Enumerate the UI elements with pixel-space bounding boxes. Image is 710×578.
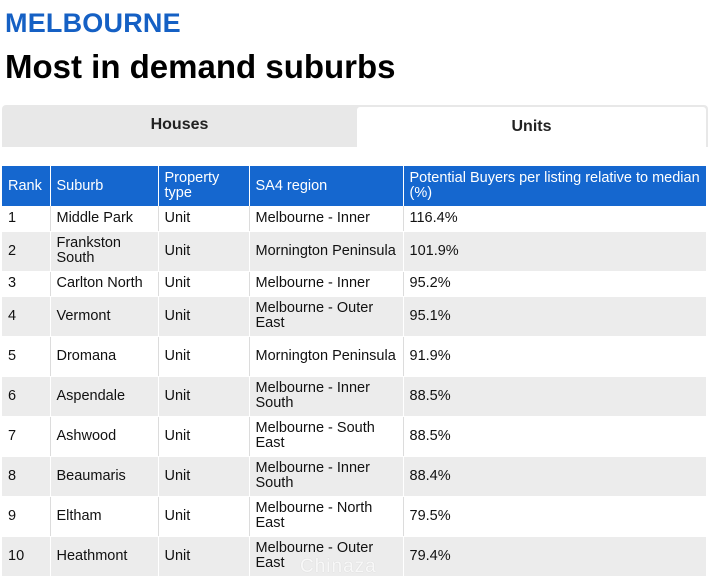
property-type-cell: Unit bbox=[158, 456, 250, 497]
table-row: 9 Eltham Unit Melbourne - North East 79.… bbox=[2, 496, 706, 537]
region-cell: Melbourne - Outer East bbox=[249, 296, 404, 337]
rank-cell: 1 bbox=[2, 206, 51, 232]
table-row: 10 Heathmont Unit Melbourne - Outer East… bbox=[2, 536, 706, 577]
region-cell: Melbourne - Outer East bbox=[249, 536, 404, 577]
region-cell: Melbourne - North East bbox=[249, 496, 404, 537]
rank-cell: 8 bbox=[2, 456, 51, 497]
region-cell: Mornington Peninsula bbox=[249, 336, 404, 377]
tab-houses[interactable]: Houses bbox=[150, 116, 209, 133]
table-row: 2 Frankston South Unit Mornington Penins… bbox=[2, 231, 706, 272]
rank-cell: 4 bbox=[2, 296, 51, 337]
value-cell: 79.5% bbox=[403, 496, 706, 537]
rank-cell: 9 bbox=[2, 496, 51, 537]
value-cell: 88.5% bbox=[403, 416, 706, 457]
property-type-cell: Unit bbox=[158, 336, 250, 377]
suburb-cell: Middle Park bbox=[50, 206, 159, 232]
page-title: Most in demand suburbs bbox=[5, 48, 396, 85]
region-cell: Melbourne - South East bbox=[249, 416, 404, 457]
suburb-cell: Frankston South bbox=[50, 231, 159, 272]
value-cell: 95.1% bbox=[403, 296, 706, 337]
table-row: 3 Carlton North Unit Melbourne - Inner 9… bbox=[2, 271, 706, 297]
property-type-cell: Unit bbox=[158, 496, 250, 537]
value-cell: 91.9% bbox=[403, 336, 706, 377]
suburb-cell: Ashwood bbox=[50, 416, 159, 457]
suburb-cell: Vermont bbox=[50, 296, 159, 337]
property-type-cell: Unit bbox=[158, 271, 250, 297]
region-cell: Melbourne - Inner bbox=[249, 271, 404, 297]
rank-cell: 10 bbox=[2, 536, 51, 577]
property-type-cell: Unit bbox=[158, 376, 250, 417]
column-header-rank: Rank bbox=[2, 166, 51, 206]
suburb-cell: Eltham bbox=[50, 496, 159, 537]
column-header-sa4-region: SA4 region bbox=[249, 166, 404, 206]
table-row: 1 Middle Park Unit Melbourne - Inner 116… bbox=[2, 206, 706, 232]
rank-cell: 7 bbox=[2, 416, 51, 457]
rank-cell: 5 bbox=[2, 336, 51, 377]
value-cell: 88.4% bbox=[403, 456, 706, 497]
region-cell: Mornington Peninsula bbox=[249, 231, 404, 272]
table-row: 8 Beaumaris Unit Melbourne - Inner South… bbox=[2, 456, 706, 497]
suburbs-table: Rank Suburb Property type SA4 region Pot… bbox=[2, 166, 706, 577]
value-cell: 95.2% bbox=[403, 271, 706, 297]
value-cell: 88.5% bbox=[403, 376, 706, 417]
property-type-cell: Unit bbox=[158, 416, 250, 457]
rank-cell: 2 bbox=[2, 231, 51, 272]
column-header-potential-buyers: Potential Buyers per listing relative to… bbox=[403, 166, 706, 206]
table-row: 7 Ashwood Unit Melbourne - South East 88… bbox=[2, 416, 706, 457]
value-cell: 79.4% bbox=[403, 536, 706, 577]
property-type-cell: Unit bbox=[158, 296, 250, 337]
suburb-cell: Beaumaris bbox=[50, 456, 159, 497]
table-row: 6 Aspendale Unit Melbourne - Inner South… bbox=[2, 376, 706, 417]
tab-units[interactable]: Units bbox=[357, 107, 706, 147]
column-header-property-type: Property type bbox=[158, 166, 250, 206]
region-cell: Melbourne - Inner bbox=[249, 206, 404, 232]
column-header-suburb: Suburb bbox=[50, 166, 159, 206]
table-row: 5 Dromana Unit Mornington Peninsula 91.9… bbox=[2, 336, 706, 377]
table-row: 4 Vermont Unit Melbourne - Outer East 95… bbox=[2, 296, 706, 337]
suburb-cell: Aspendale bbox=[50, 376, 159, 417]
suburb-cell: Heathmont bbox=[50, 536, 159, 577]
suburb-cell: Carlton North bbox=[50, 271, 159, 297]
suburb-cell: Dromana bbox=[50, 336, 159, 377]
property-type-cell: Unit bbox=[158, 536, 250, 577]
watermark: Chinaza bbox=[300, 556, 377, 577]
city-heading: MELBOURNE bbox=[5, 8, 181, 38]
region-cell: Melbourne - Inner South bbox=[249, 376, 404, 417]
value-cell: 116.4% bbox=[403, 206, 706, 232]
property-type-cell: Unit bbox=[158, 231, 250, 272]
rank-cell: 6 bbox=[2, 376, 51, 417]
table-header-row: Rank Suburb Property type SA4 region Pot… bbox=[2, 166, 706, 206]
property-tabs: Houses Units bbox=[2, 105, 708, 147]
region-cell: Melbourne - Inner South bbox=[249, 456, 404, 497]
property-type-cell: Unit bbox=[158, 206, 250, 232]
value-cell: 101.9% bbox=[403, 231, 706, 272]
rank-cell: 3 bbox=[2, 271, 51, 297]
